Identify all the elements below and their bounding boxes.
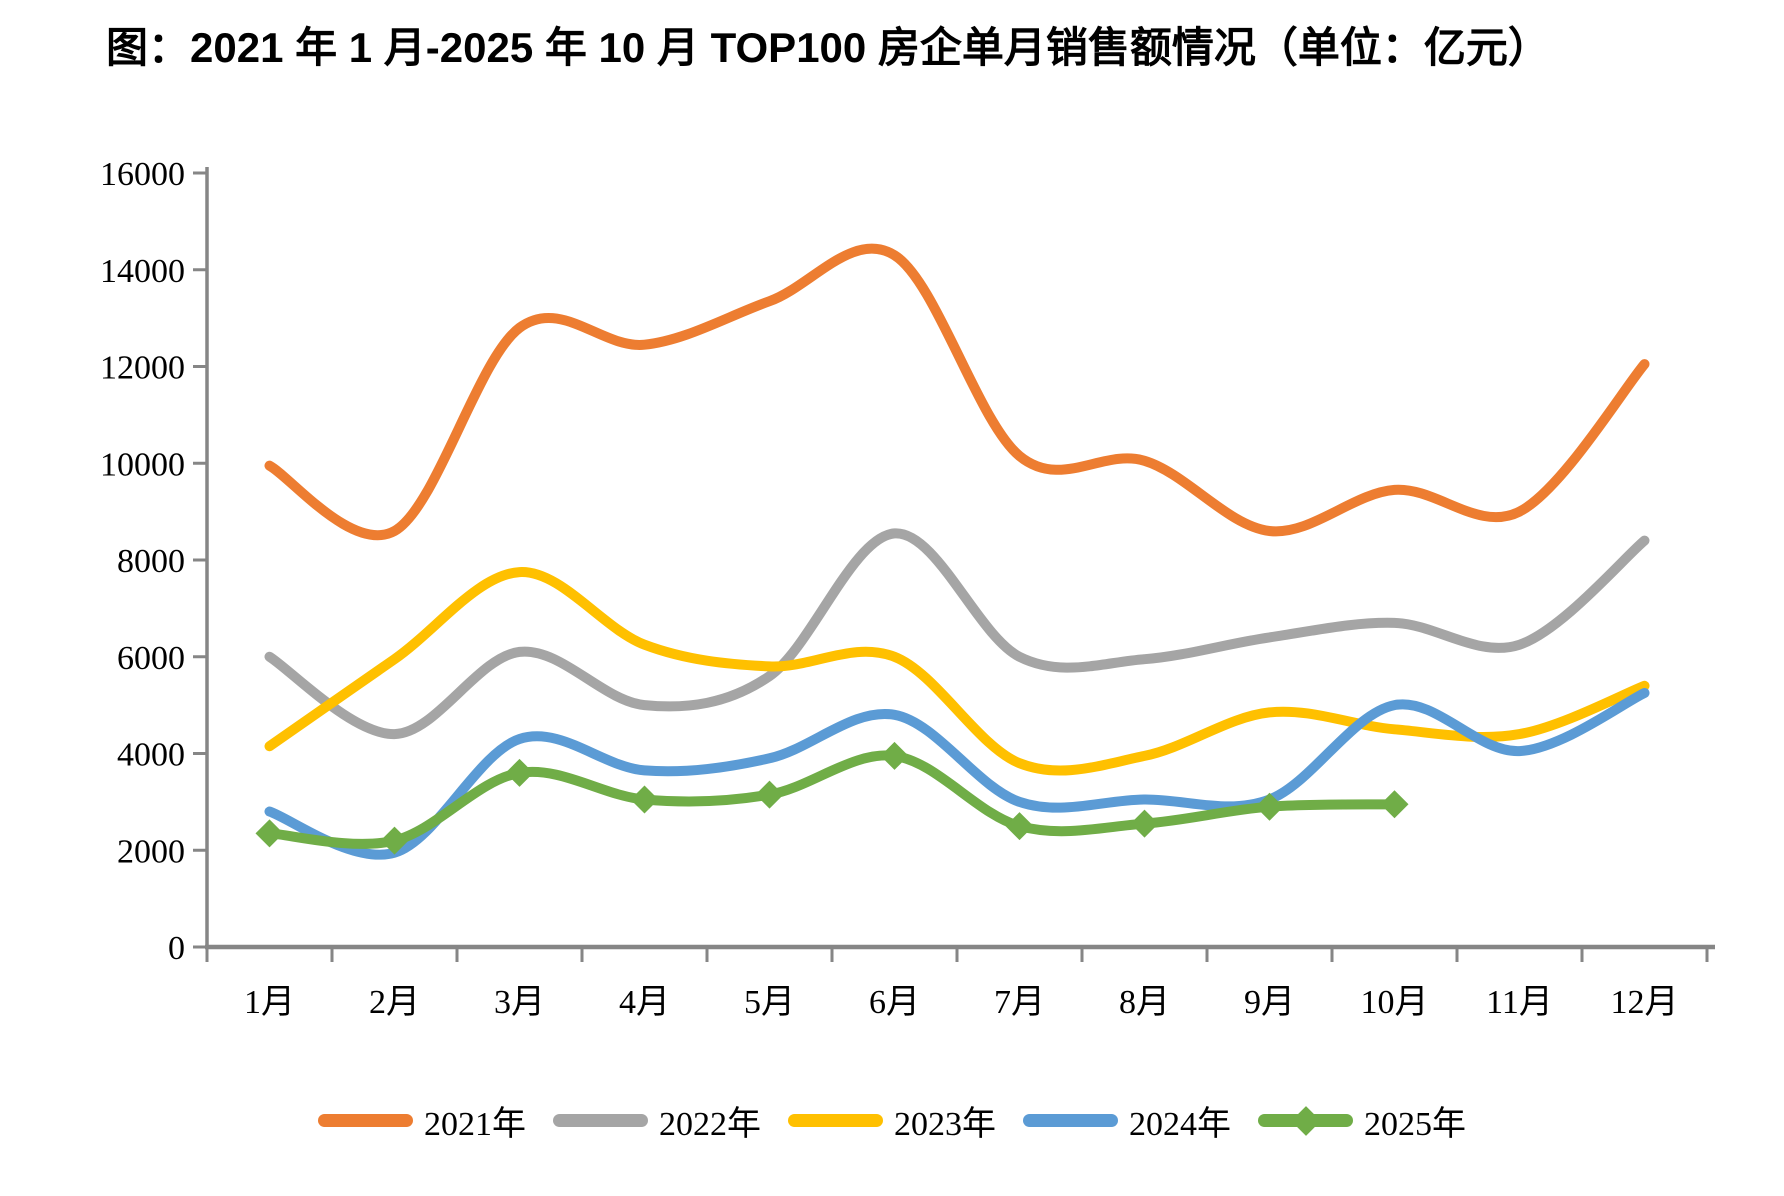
legend-swatch-icon [1023,1114,1118,1127]
data-point-marker [630,785,659,814]
legend-label: 2025年 [1364,1106,1466,1143]
x-axis-label: 1月 [244,984,295,1021]
data-point-marker [1005,812,1034,841]
legend-label: 2021年 [424,1106,526,1143]
legend-item-2021: 2021年 [318,1096,526,1145]
y-axis-label: 6000 [117,640,185,677]
x-axis-label: 8月 [1119,984,1170,1021]
series-line-2023 [264,567,1650,776]
series-line-2024 [264,688,1650,860]
data-point-marker [1130,809,1159,838]
y-axis-label: 2000 [117,833,185,870]
x-axis-label: 6月 [869,984,920,1021]
data-point-marker [755,780,784,809]
x-axis-label: 12月 [1611,984,1679,1021]
chart-title: 图：2021 年 1 月-2025 年 10 月 TOP100 房企单月销售额情… [106,24,1550,71]
x-axis-label: 11月 [1486,984,1553,1021]
x-axis-label: 7月 [994,984,1045,1021]
legend-label: 2022年 [659,1106,761,1143]
x-axis-label: 4月 [619,984,670,1021]
data-point-marker [880,741,909,770]
legend-swatch-icon [553,1114,648,1127]
series-line-2022 [264,528,1650,740]
x-axis-label: 2月 [369,984,420,1021]
series-line-2025 [264,750,1400,849]
y-axis-label: 10000 [100,446,185,483]
x-axis-label: 5月 [744,984,795,1021]
data-point-marker [505,758,534,787]
y-axis-label: 0 [168,930,185,967]
x-axis-label: 10月 [1361,984,1429,1021]
x-axis-label: 9月 [1244,984,1295,1021]
legend-swatch-icon [788,1114,883,1127]
y-axis-label: 8000 [117,543,185,580]
data-point-marker [255,819,284,848]
legend-swatch-icon [318,1114,413,1127]
chart-legend: 2021年 2022年 2023年 2024年 2025年 [0,1096,1784,1145]
data-point-marker [1380,790,1409,819]
legend-item-2024: 2024年 [1023,1096,1231,1145]
data-point-marker [1255,792,1284,821]
series-line-2021 [264,243,1650,541]
y-axis-label: 16000 [100,156,185,193]
legend-label: 2023年 [894,1106,996,1143]
legend-item-2023: 2023年 [788,1096,996,1145]
y-axis-label: 4000 [117,737,185,774]
legend-item-2022: 2022年 [553,1096,761,1145]
legend-swatch-icon [1258,1105,1353,1136]
legend-item-2025: 2025年 [1258,1096,1466,1145]
y-axis-label: 14000 [100,253,185,290]
data-point-marker [380,826,409,855]
x-axis-label: 3月 [494,984,545,1021]
legend-diamond-icon [1290,1105,1321,1136]
legend-label: 2024年 [1129,1106,1231,1143]
y-axis-label: 12000 [100,350,185,387]
